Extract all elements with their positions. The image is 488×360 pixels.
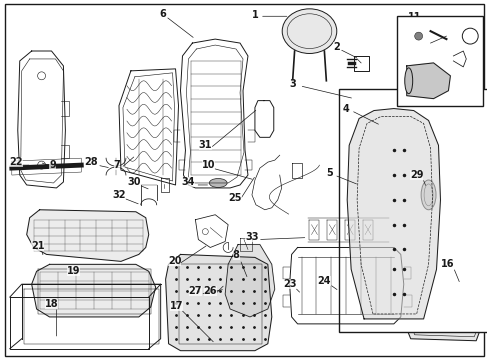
Text: 20: 20 bbox=[167, 256, 181, 266]
Polygon shape bbox=[406, 63, 449, 99]
Circle shape bbox=[414, 32, 422, 40]
Text: 3: 3 bbox=[289, 79, 295, 89]
Text: 28: 28 bbox=[84, 157, 98, 167]
Text: 30: 30 bbox=[127, 177, 141, 187]
Polygon shape bbox=[396, 225, 485, 341]
Text: 9: 9 bbox=[49, 160, 56, 170]
Text: 6: 6 bbox=[159, 9, 165, 19]
Ellipse shape bbox=[404, 68, 412, 94]
Text: 25: 25 bbox=[228, 193, 242, 203]
Text: 14: 14 bbox=[429, 62, 442, 72]
Text: 17: 17 bbox=[169, 301, 183, 311]
Text: 4: 4 bbox=[342, 104, 349, 113]
Ellipse shape bbox=[282, 9, 336, 54]
Text: 29: 29 bbox=[409, 170, 423, 180]
Polygon shape bbox=[32, 264, 155, 317]
Text: 21: 21 bbox=[31, 242, 44, 252]
Text: 27: 27 bbox=[188, 286, 202, 296]
Text: 32: 32 bbox=[112, 190, 125, 200]
Text: 11: 11 bbox=[407, 12, 421, 22]
Text: 33: 33 bbox=[244, 231, 258, 242]
Text: 22: 22 bbox=[9, 157, 22, 167]
Text: 13: 13 bbox=[448, 59, 462, 69]
Text: 16: 16 bbox=[440, 259, 453, 269]
Text: 2: 2 bbox=[332, 42, 339, 52]
Text: 34: 34 bbox=[182, 177, 195, 187]
Text: 10: 10 bbox=[201, 160, 215, 170]
Bar bbox=[339, 89, 488, 332]
Ellipse shape bbox=[209, 179, 226, 188]
Text: 23: 23 bbox=[283, 279, 296, 289]
Ellipse shape bbox=[420, 180, 435, 210]
Polygon shape bbox=[27, 210, 148, 261]
Polygon shape bbox=[224, 244, 274, 317]
Text: 24: 24 bbox=[317, 276, 330, 286]
Text: 15: 15 bbox=[397, 36, 411, 46]
Text: 7: 7 bbox=[113, 160, 120, 170]
Text: 19: 19 bbox=[66, 266, 80, 276]
Text: 18: 18 bbox=[44, 299, 58, 309]
Text: 12: 12 bbox=[415, 39, 428, 49]
Text: 5: 5 bbox=[325, 168, 332, 178]
Text: 8: 8 bbox=[232, 251, 239, 260]
Polygon shape bbox=[346, 109, 440, 319]
Text: 31: 31 bbox=[198, 140, 212, 150]
Text: 26: 26 bbox=[203, 286, 217, 296]
Text: 1: 1 bbox=[251, 10, 258, 20]
Polygon shape bbox=[165, 255, 271, 351]
Bar bbox=[396, 16, 482, 105]
